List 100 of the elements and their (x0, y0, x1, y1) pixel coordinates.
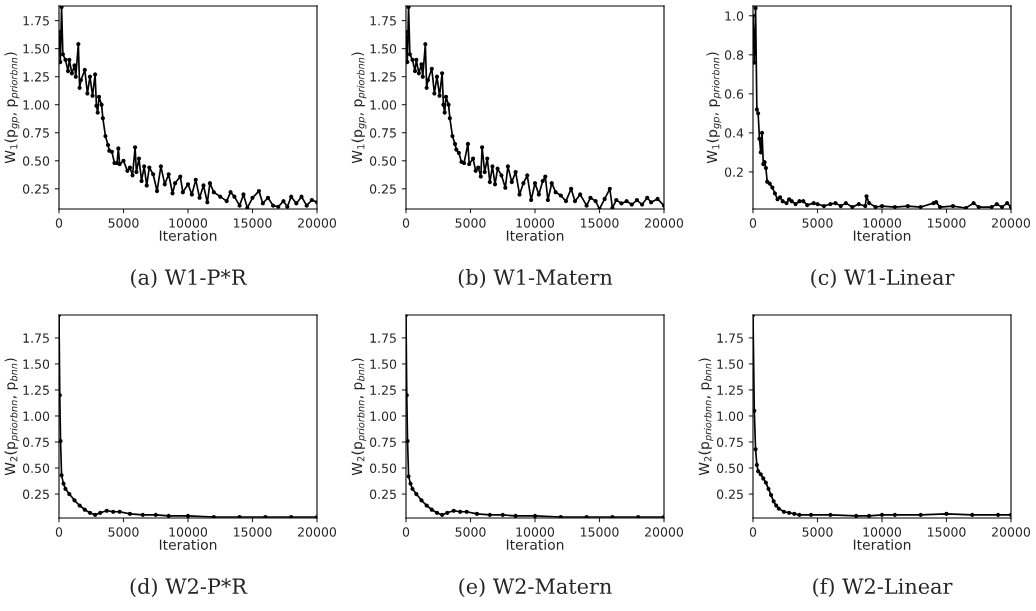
point (410, 486, 415, 491)
x-axis-title: Iteration (853, 230, 911, 241)
text: (f) W2-Linear (813, 577, 953, 597)
point (98, 510, 103, 515)
point (918, 512, 923, 517)
y-tick-label: 1.00 (23, 100, 50, 110)
y-tick-label: 1.75 (23, 333, 49, 343)
point (821, 203, 827, 209)
x-tick-label: 20000 (645, 218, 684, 228)
point (153, 512, 158, 517)
y-tick-label: 1.25 (23, 385, 49, 395)
x-tick-label: 0 (55, 218, 63, 228)
point (419, 498, 424, 503)
point (811, 201, 816, 206)
point (434, 510, 440, 515)
point (111, 509, 116, 514)
point (474, 511, 480, 516)
x-tick-label: 5000 (108, 218, 139, 228)
point (759, 130, 765, 135)
point (856, 202, 861, 207)
x-tick-label: 5000 (455, 527, 486, 537)
x-axis-title: Iteration (159, 539, 217, 550)
point (797, 199, 802, 204)
point (440, 512, 445, 517)
y-tick-label: 0.75 (716, 437, 743, 447)
point (892, 512, 897, 517)
y-axis-title: W$_{2}$(p$_{priorbnn}$, p$_{bnn}$) (4, 358, 20, 476)
point (487, 512, 492, 517)
point (445, 510, 450, 515)
x-tick-label: 10000 (516, 218, 555, 228)
x-tick-label: 20000 (298, 527, 337, 537)
point (72, 498, 77, 503)
x-tick-label: 5000 (802, 218, 833, 228)
y-tick-label: 0.75 (22, 128, 49, 138)
point (808, 512, 814, 517)
point (117, 509, 122, 514)
point (93, 512, 98, 517)
point (768, 493, 774, 498)
point (833, 201, 838, 206)
point (464, 509, 469, 514)
y-tick-label: 0.75 (369, 437, 396, 447)
x-axis-title: Iteration (159, 230, 217, 241)
point (414, 491, 419, 497)
point (996, 512, 1001, 517)
y-axis-title: W$_{1}$(p$_{gp}$, p$_{priorbnn}$) (706, 52, 722, 164)
y-tick-label: 0.25 (22, 184, 49, 194)
x-tick-label: 20000 (298, 218, 337, 228)
y-tick-label: 1.75 (23, 16, 49, 26)
point (828, 202, 833, 207)
x-tick-label: 20000 (992, 218, 1031, 228)
point (994, 202, 999, 207)
y-tick-label: 0.25 (716, 489, 743, 499)
y-tick-label: 1.75 (370, 16, 396, 26)
point (843, 201, 848, 206)
y-tick-label: 1.50 (23, 359, 50, 369)
x-tick-label: 15000 (580, 218, 619, 228)
x-tick-label: 10000 (516, 527, 555, 537)
x-tick-label: 5000 (455, 218, 486, 228)
x-tick-label: 10000 (169, 527, 208, 537)
y-tick-label: 0.50 (369, 463, 397, 473)
x-tick-label: 15000 (927, 527, 966, 537)
point (774, 503, 779, 508)
point (766, 486, 771, 491)
x-tick-label: 10000 (169, 218, 208, 228)
point (429, 507, 434, 512)
point (87, 510, 93, 515)
point (805, 203, 810, 208)
y-axis-title: W$_{1}$(p$_{gp}$, p$_{priorbnn}$) (351, 52, 367, 164)
y-tick-label: 0.50 (22, 463, 50, 473)
y-axis-title: W$_{2}$(p$_{priorbnn}$, p$_{bnn}$) (351, 358, 367, 476)
point (756, 111, 761, 116)
y-tick-label: 1.50 (370, 359, 397, 369)
point (127, 511, 133, 516)
point (950, 203, 956, 209)
y-axis-title: W$_{2}$(p$_{priorbnn}$, p$_{bnn}$) (698, 358, 714, 476)
point (776, 506, 781, 511)
point (879, 203, 885, 209)
text: (a) W1-P*R (131, 268, 248, 288)
point (758, 150, 763, 155)
x-tick-label: 0 (402, 527, 410, 537)
x-axis-title: Iteration (506, 230, 564, 241)
point (905, 203, 910, 209)
x-axis-title: Iteration (506, 539, 564, 550)
point (815, 202, 820, 207)
point (793, 202, 798, 207)
point (797, 512, 802, 517)
y-tick-label: 1.25 (370, 385, 396, 395)
point (104, 508, 109, 513)
point (67, 491, 72, 497)
y-axis-title: W$_{1}$(p$_{gp}$, p$_{priorbnn}$) (4, 52, 20, 164)
point (754, 107, 759, 112)
point (863, 203, 868, 209)
point (970, 512, 975, 517)
point (772, 191, 778, 196)
y-tick-label: 0.75 (22, 437, 49, 447)
text: (c) W1-Linear (811, 268, 955, 288)
x-tick-label: 0 (55, 527, 63, 537)
y-tick-label: 0.8 (724, 50, 744, 60)
y-tick-label: 1.50 (370, 44, 397, 54)
point (756, 469, 761, 474)
